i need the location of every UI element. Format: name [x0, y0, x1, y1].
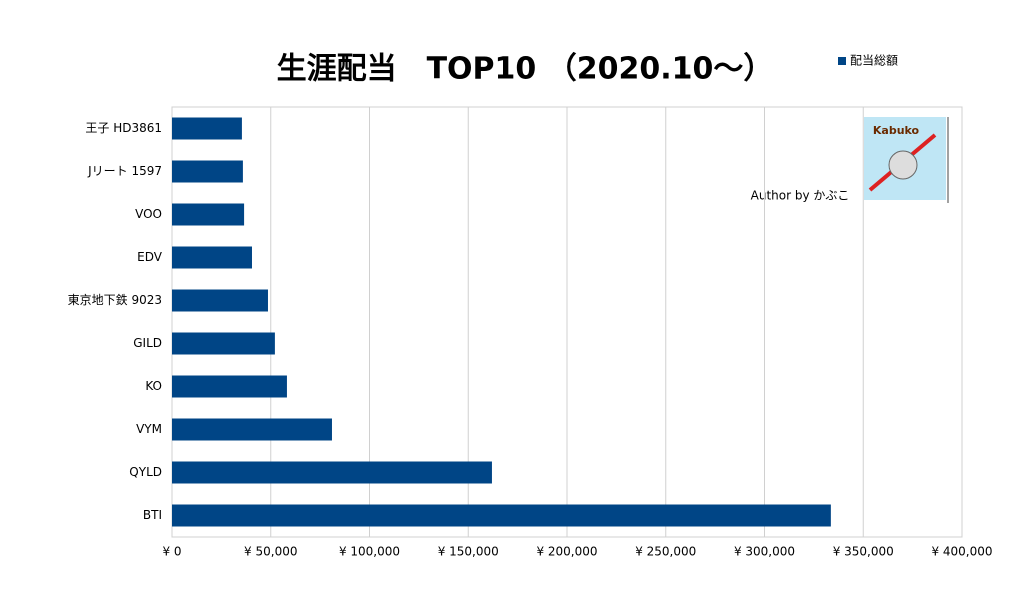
bar — [172, 160, 243, 183]
bar — [172, 332, 275, 355]
bar — [172, 203, 245, 226]
bar — [172, 117, 242, 140]
y-tick-label: 王子 HD3861 — [85, 121, 162, 135]
bar — [172, 246, 252, 269]
legend-swatch — [838, 57, 846, 65]
chart-title: 生涯配当 TOP10 （2020.10～） — [277, 52, 774, 87]
bar — [172, 289, 268, 312]
x-tick-label: ¥ 200,000 — [536, 545, 597, 559]
cat-icon — [888, 150, 918, 180]
y-tick-label: KO — [145, 379, 162, 393]
y-tick-label: QYLD — [129, 465, 162, 479]
y-tick-label: Jリート 1597 — [87, 164, 162, 178]
x-tick-label: ¥ 50,000 — [244, 545, 297, 559]
x-tick-label: ¥ 100,000 — [339, 545, 400, 559]
x-tick-label: ¥ 0 — [162, 545, 181, 559]
y-tick-label: BTI — [143, 508, 162, 522]
author-text: Author by かぶこ — [751, 189, 850, 203]
bar — [172, 504, 831, 527]
x-tick-label: ¥ 350,000 — [833, 545, 894, 559]
y-tick-label: EDV — [137, 250, 163, 264]
legend-label: 配当総額 — [850, 54, 898, 68]
y-tick-label: VOO — [135, 207, 162, 221]
y-tick-label: VYM — [136, 422, 162, 436]
bar — [172, 461, 492, 484]
bar — [172, 418, 332, 441]
x-tick-label: ¥ 250,000 — [635, 545, 696, 559]
y-tick-label: 東京地下鉄 9023 — [68, 292, 162, 307]
x-tick-label: ¥ 400,000 — [931, 545, 992, 559]
x-tick-label: ¥ 150,000 — [438, 545, 499, 559]
y-tick-label: GILD — [133, 336, 162, 350]
bar — [172, 375, 287, 398]
x-tick-label: ¥ 300,000 — [734, 545, 795, 559]
image-text: Kabuko — [873, 124, 920, 137]
